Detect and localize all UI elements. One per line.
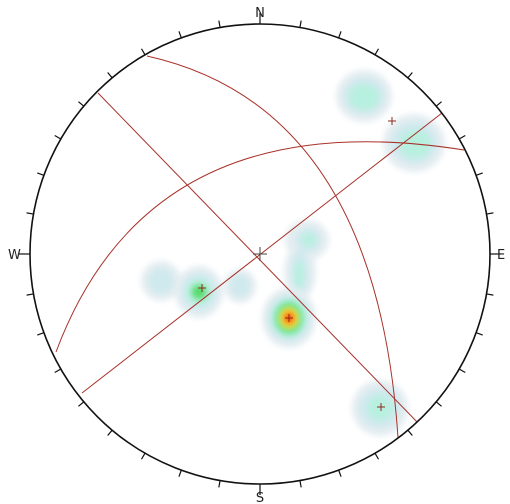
azimuth-tick [54,368,62,374]
azimuth-tick [486,293,494,296]
azimuth-tick [435,101,442,107]
azimuth-tick [338,469,342,477]
azimuth-tick [78,101,85,107]
density-cluster-southeast [352,380,408,436]
azimuth-tick [54,134,62,140]
pole-marker-1 [388,117,396,125]
azimuth-ticks [19,13,501,495]
pole-markers [198,117,396,411]
azimuth-tick [37,332,45,336]
pole-marker-2 [198,284,206,292]
pole-marker-3 [285,314,293,322]
azimuth-tick [374,452,380,460]
azimuth-tick [299,20,302,28]
azimuth-tick [107,429,113,436]
azimuth-tick [178,31,182,39]
azimuth-tick [435,401,442,407]
azimuth-tick [78,401,85,407]
azimuth-tick [178,469,182,477]
azimuth-tick [107,72,113,79]
density-contours [141,70,445,436]
great-circle-4 [81,112,443,394]
label-south: S [256,491,264,504]
azimuth-tick [407,72,413,79]
azimuth-tick [338,31,342,39]
azimuth-tick [374,48,380,56]
azimuth-tick [37,172,45,176]
label-east: E [497,248,505,263]
azimuth-tick [140,48,146,56]
azimuth-tick [458,368,466,374]
label-north: N [255,6,265,21]
center-cross [253,247,267,261]
azimuth-tick [26,293,34,296]
azimuth-tick [407,429,413,436]
azimuth-tick [299,480,302,488]
azimuth-tick [475,172,483,176]
azimuth-tick [218,480,221,488]
azimuth-tick [26,212,34,215]
density-cluster-west [141,261,256,318]
azimuth-tick [475,332,483,336]
label-west: W [8,248,21,263]
density-cluster-northeast [336,70,392,122]
great-circle-1 [146,55,401,481]
density-cluster-east-northeast [383,114,445,172]
azimuth-tick [486,212,494,215]
great-circle-3 [97,92,421,426]
great-circle-2 [55,141,465,353]
density-cluster-central-streak [284,220,329,300]
azimuth-tick [458,134,466,140]
great-circles [55,55,465,481]
azimuth-tick [218,20,221,28]
azimuth-tick [140,452,146,460]
pole-marker-4 [377,403,385,411]
